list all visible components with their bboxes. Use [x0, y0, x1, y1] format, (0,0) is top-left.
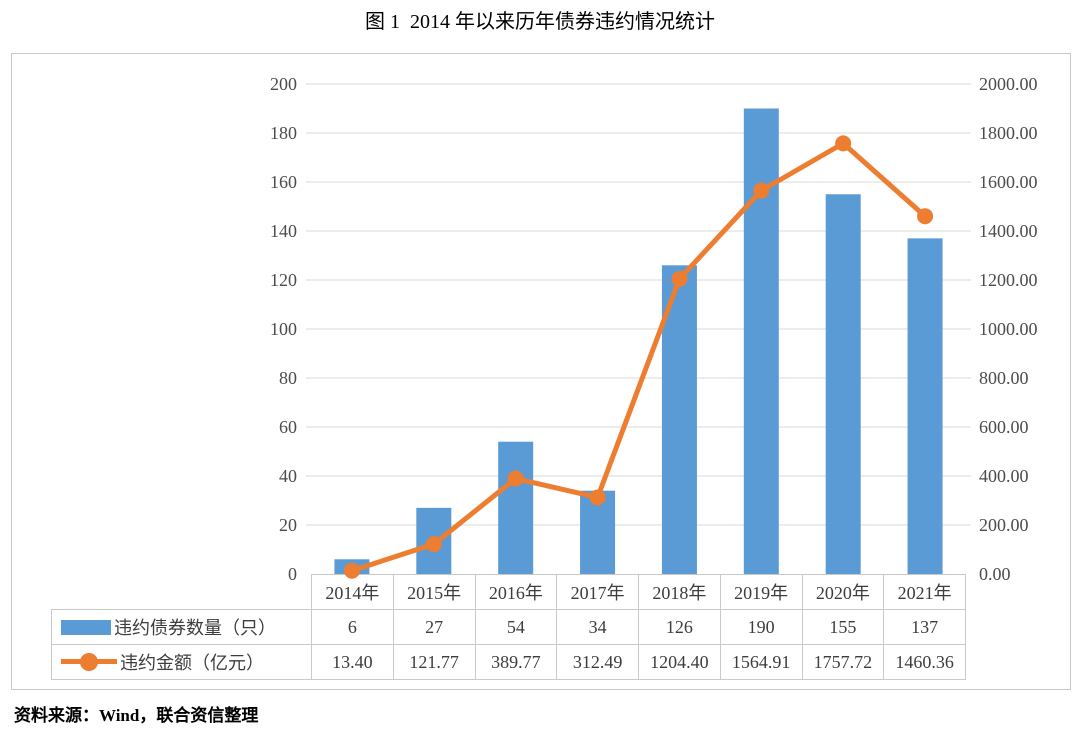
line-marker-2015年: [425, 536, 442, 553]
bar-2019年: [743, 108, 779, 574]
table-year-row: 2014年 2015年 2016年 2017年 2018年 2019年 2020年 2021年: [52, 574, 966, 610]
left-axis-tick: 100: [270, 319, 297, 339]
table-value-cell: 1460.36: [883, 644, 966, 680]
table-value-cell: 1564.91: [719, 644, 803, 680]
table-value-cell: 34: [556, 609, 639, 645]
line-marker-2016年: [507, 470, 524, 487]
left-axis-tick: 20: [279, 515, 297, 535]
chart-container: 0 20 40 60 80 100 120 140 160 180 200 0.00 200.00 40…: [11, 53, 1071, 690]
year-header-cell: 2019年: [719, 574, 803, 610]
bar-legend-swatch: [61, 619, 111, 635]
table-value-cell: 121.77: [392, 644, 476, 680]
legend-label: 违约债券数量（只）: [114, 618, 276, 638]
left-axis-tick: 60: [279, 417, 297, 437]
table-value-cell: 126: [638, 609, 721, 645]
left-axis-tick: 200: [270, 74, 297, 94]
left-axis-tick: 120: [270, 270, 297, 290]
chart-data-table: 2014年 2015年 2016年 2017年 2018年 2019年 2020年 2021年…: [51, 574, 966, 680]
bar-2014年: [334, 559, 370, 574]
table-value-cell: 13.40: [311, 644, 394, 680]
line-series: [349, 140, 928, 574]
right-axis-tick: 600.00: [979, 417, 1029, 437]
line-marker-2018年: [671, 270, 688, 287]
bar-2016年: [498, 441, 534, 574]
year-header-cell: 2017年: [556, 574, 639, 610]
left-axis-tick: 160: [270, 172, 297, 192]
bar-2015年: [416, 507, 452, 574]
year-header-cell: 2018年: [638, 574, 721, 610]
bar-2021年: [907, 238, 943, 574]
right-axis-tick: 2000.00: [979, 74, 1038, 94]
table-value-cell: 6: [311, 609, 394, 645]
table-value-cell: 389.77: [474, 644, 558, 680]
line-marker-2019年: [753, 182, 770, 199]
table-series-row: 违约金额（亿元） 13.40 121.77 389.77 312.49 1204.40 15…: [51, 644, 966, 680]
table-series-row: 违约债券数量（只） 6 27 54 34 126 190 155 137: [51, 609, 966, 645]
table-value-cell: 1757.72: [801, 644, 885, 680]
left-axis-tick: 80: [279, 368, 297, 388]
year-header-cell: 2015年: [392, 574, 476, 610]
legend-cell: 违约金额（亿元）: [51, 644, 312, 680]
legend-cell: 违约债券数量（只）: [51, 609, 312, 645]
table-value-cell: 312.49: [556, 644, 639, 680]
year-header-cell: 2014年: [311, 574, 394, 610]
table-value-cell: 1204.40: [638, 644, 721, 680]
right-axis-tick: 400.00: [979, 466, 1029, 486]
bar-2017年: [580, 490, 616, 574]
year-header-cell: 2021年: [883, 574, 966, 610]
table-value-cell: 137: [883, 609, 966, 645]
left-axis-tick: 140: [270, 221, 297, 241]
table-value-cell: 155: [801, 609, 885, 645]
year-header-cell: 2020年: [801, 574, 885, 610]
right-axis-tick: 800.00: [979, 368, 1029, 388]
source-note: 资料来源：Wind，联合资信整理: [14, 706, 259, 725]
right-axis-tick: 200.00: [979, 515, 1029, 535]
left-axis-tick: 180: [270, 123, 297, 143]
table-blank-cell: [52, 575, 312, 610]
right-axis-tick: 1800.00: [979, 123, 1038, 143]
line-legend-swatch: [61, 653, 117, 671]
line-marker-2017年: [589, 489, 606, 506]
table-value-cell: 190: [719, 609, 803, 645]
bar-2020年: [825, 194, 861, 574]
left-axis-tick: 40: [279, 466, 297, 486]
right-axis-tick: 0.00: [979, 564, 1011, 584]
line-marker-2020年: [835, 135, 852, 152]
legend-label: 违约金额（亿元）: [120, 653, 264, 673]
right-axis-tick: 1400.00: [979, 221, 1038, 241]
right-axis-tick: 1000.00: [979, 319, 1038, 339]
table-value-cell: 27: [392, 609, 476, 645]
right-axis-tick: 1200.00: [979, 270, 1038, 290]
right-axis-tick: 1600.00: [979, 172, 1038, 192]
line-marker-2021年: [917, 208, 934, 225]
bar-2018年: [661, 265, 697, 574]
left-axis-tick: 0: [288, 564, 297, 584]
year-header-cell: 2016年: [474, 574, 558, 610]
table-value-cell: 54: [474, 609, 558, 645]
figure-title: 图 1 2014 年以来历年债券违约情况统计: [365, 11, 715, 33]
